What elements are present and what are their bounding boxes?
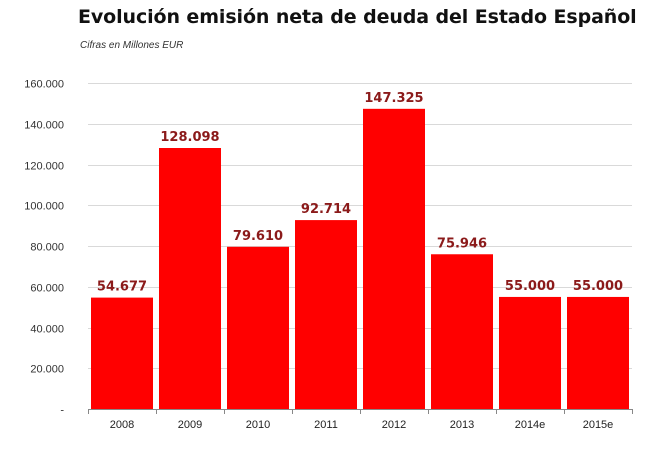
y-tick-label: 160.000: [24, 79, 64, 91]
y-tick-label: 40.000: [30, 324, 64, 336]
axis-layer: - 20.000 40.000 60.000 80.000 100.000 120.000 1…: [24, 79, 633, 431]
data-label-2008: 54.677: [97, 280, 147, 295]
bar-2014e: [499, 296, 561, 409]
bar-2012: [363, 108, 425, 409]
bar-2009: [159, 148, 221, 410]
data-label-2010: 79.610: [233, 229, 283, 244]
data-label-2012: 147.325: [364, 91, 423, 106]
data-label-2013: 75.946: [437, 236, 487, 251]
bar-2010: [227, 246, 289, 409]
x-tick-label-2015e: 2015e: [583, 419, 614, 431]
x-tick-label-2012: 2012: [382, 419, 406, 431]
data-label-2014e: 55.000: [505, 279, 555, 294]
y-tick-label: 20.000: [30, 364, 64, 376]
data-label-2011: 92.714: [301, 202, 351, 217]
y-tick-label: -: [60, 405, 64, 417]
x-tick-label-2013: 2013: [450, 419, 474, 431]
x-tick-label-2011: 2011: [314, 419, 338, 431]
bars-layer: [91, 108, 629, 410]
data-label-2015e: 55.000: [573, 279, 623, 294]
labels-layer: 54.677 128.098 79.610 92.714 147.325 75.946 55…: [97, 91, 623, 295]
y-tick-label: 100.000: [24, 201, 64, 213]
chart-subtitle: Cifras en Millones EUR: [80, 40, 184, 51]
data-label-2009: 128.098: [160, 130, 219, 145]
chart-title: Evolución emisión neta de deuda del Esta…: [78, 6, 637, 28]
bar-2011: [295, 220, 357, 409]
bar-2015e: [567, 296, 629, 409]
y-tick-label: 120.000: [24, 161, 64, 173]
bar-2008: [91, 297, 153, 409]
y-tick-label: 80.000: [30, 242, 64, 254]
x-tick-label-2014e: 2014e: [515, 419, 546, 431]
bar-2013: [431, 254, 493, 409]
x-tick-label-2008: 2008: [110, 419, 134, 431]
y-tick-label: 140.000: [24, 120, 64, 132]
x-tick-label-2009: 2009: [178, 419, 202, 431]
y-tick-label: 60.000: [30, 283, 64, 295]
x-tick-label-2010: 2010: [246, 419, 270, 431]
